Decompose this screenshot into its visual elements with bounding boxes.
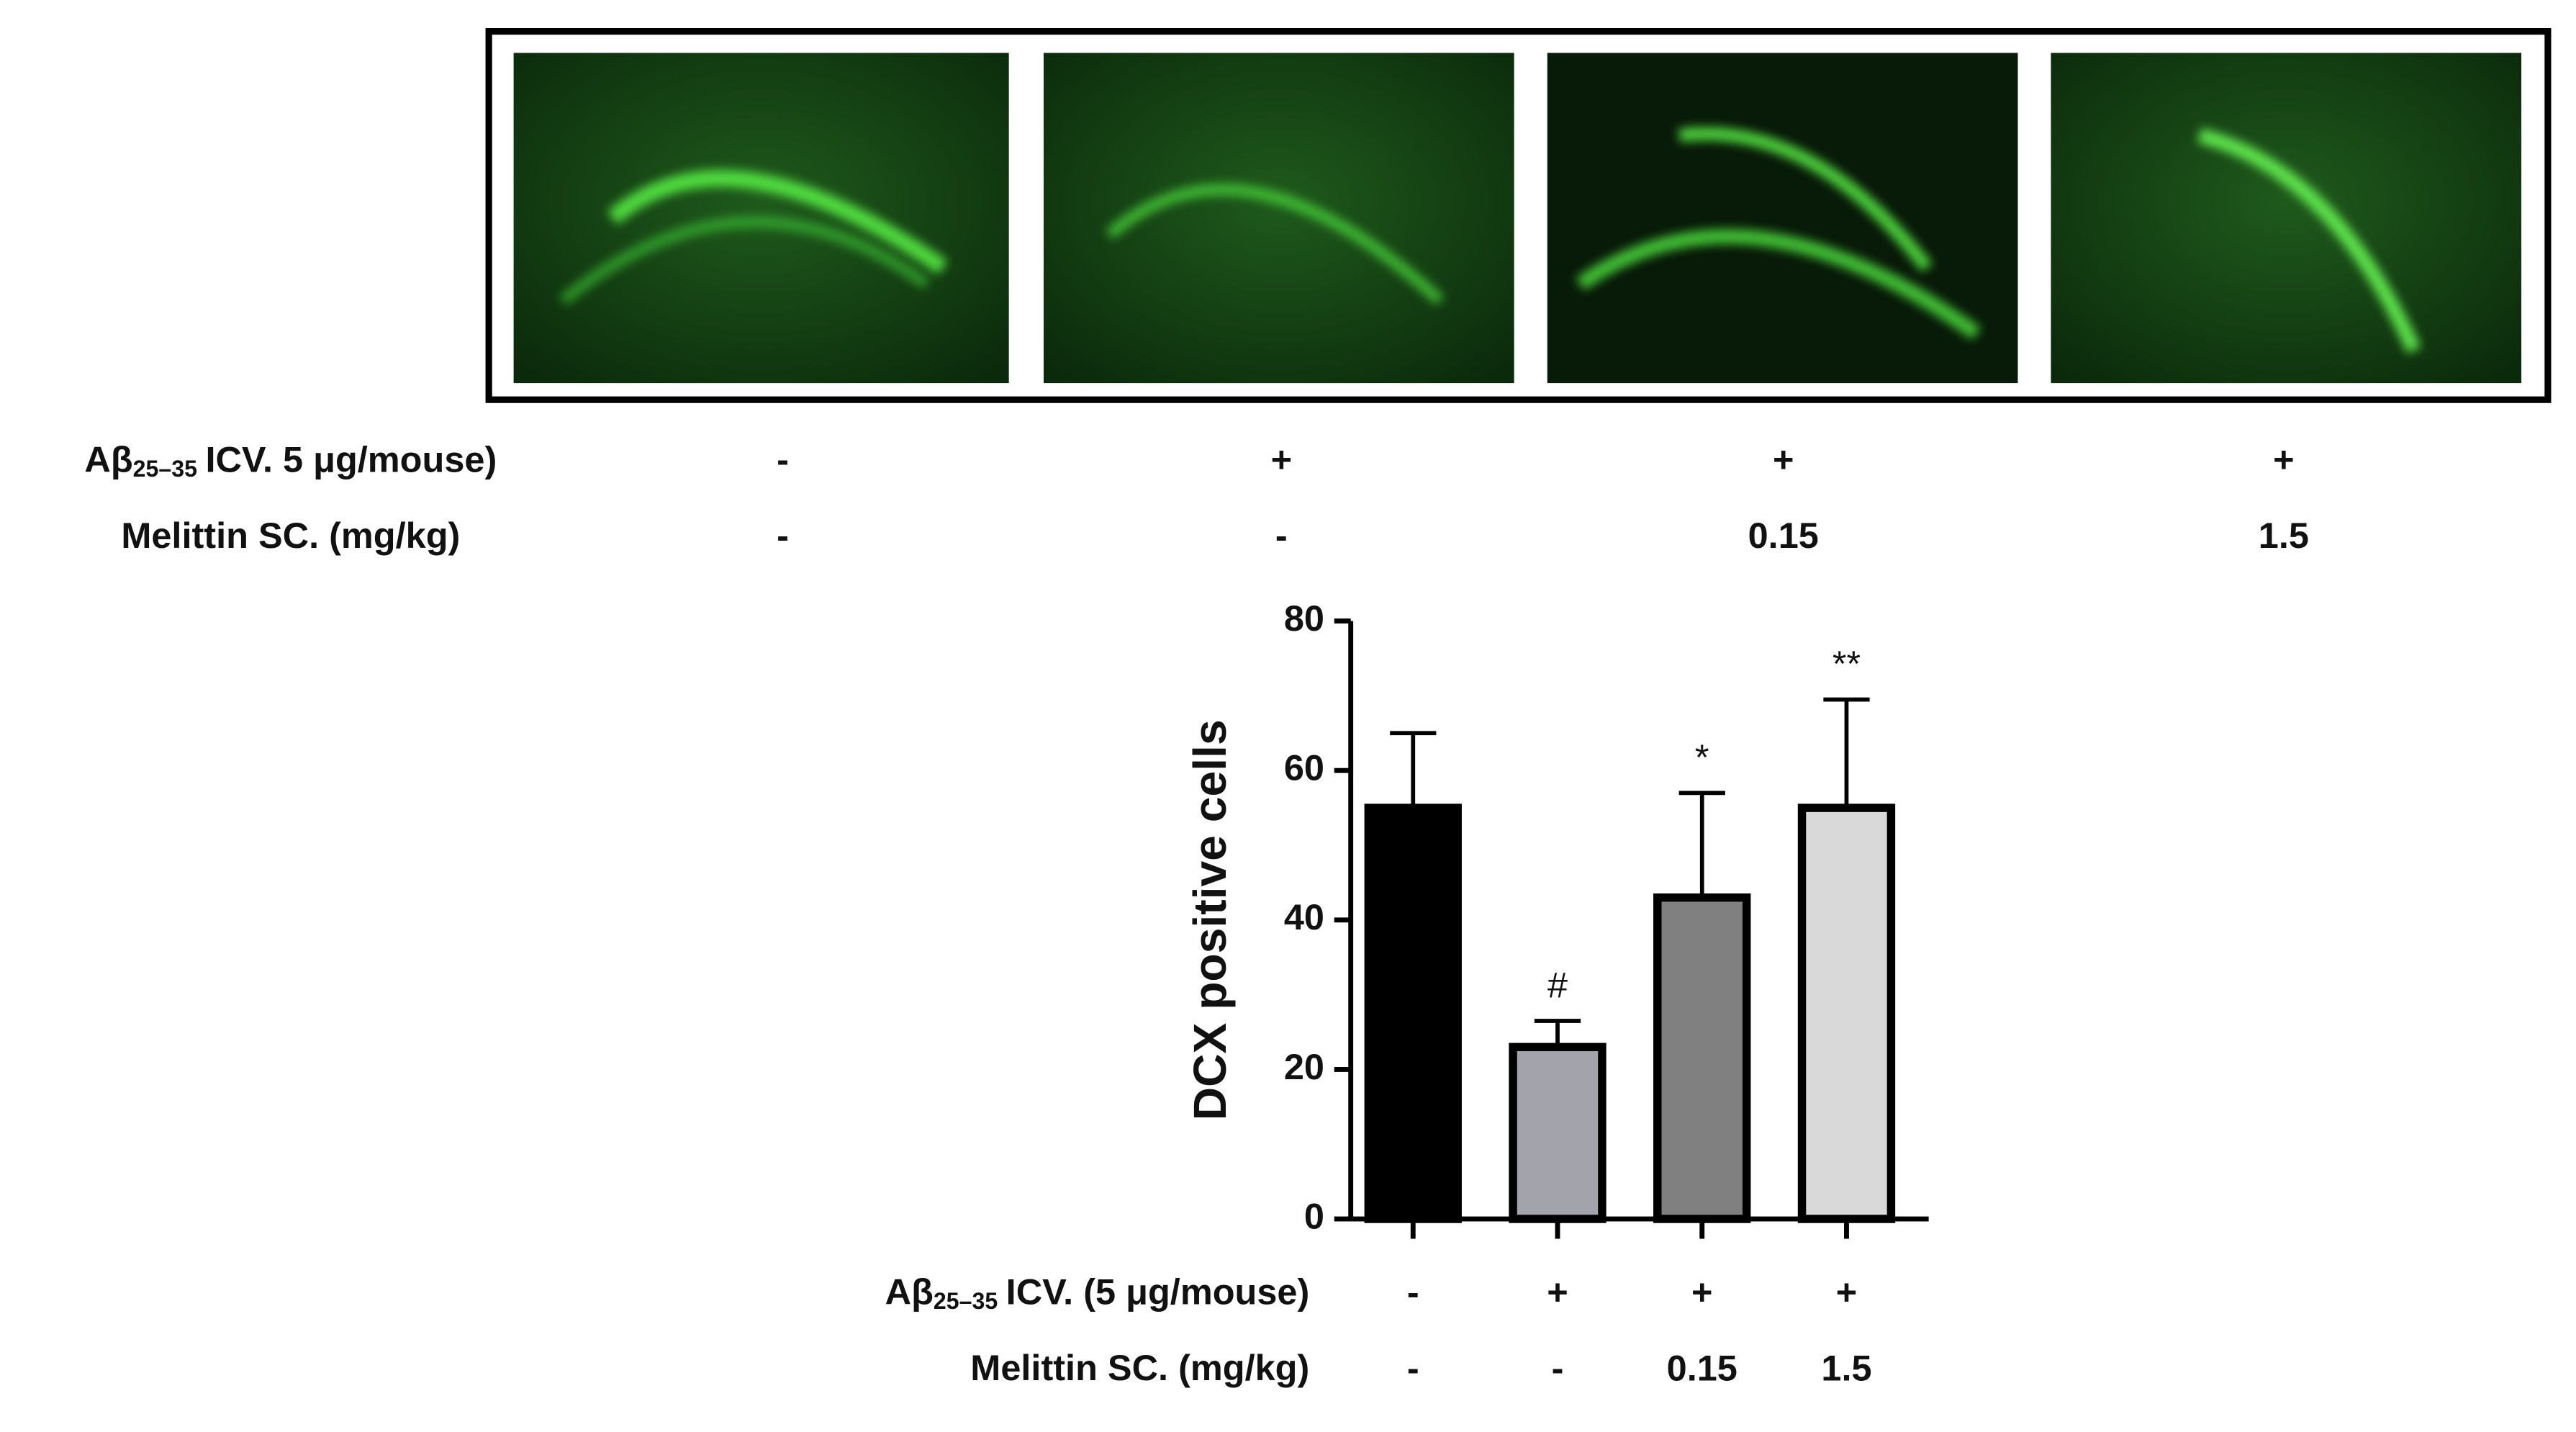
treatment-value: +: [1773, 439, 1794, 480]
significance-label: *: [1695, 737, 1709, 778]
significance-label: **: [1832, 643, 1861, 684]
treatment-value: 0.15: [1748, 515, 1819, 556]
micrograph-frame: [485, 28, 2552, 403]
bar: [1653, 893, 1751, 1223]
micrograph: [1043, 53, 1514, 384]
label-text: Aβ: [885, 1271, 934, 1312]
label-text: Melittin SC. (mg/kg): [970, 1347, 1309, 1388]
row-label: Melittin SC. (mg/kg): [970, 1347, 1309, 1388]
treatment-value: 0.15: [1667, 1347, 1737, 1388]
treatment-value: -: [1407, 1271, 1419, 1312]
row-label: Aβ25–35 ICV. 5 μg/mouse): [84, 439, 497, 482]
treatment-value: +: [2273, 439, 2294, 480]
treatment-value: 1.5: [1821, 1347, 1871, 1388]
row-label: Melittin SC. (mg/kg): [121, 515, 460, 556]
bar: [1509, 1043, 1606, 1223]
treatment-value: -: [1552, 1347, 1564, 1388]
label-text: ICV. 5 μg/mouse): [205, 439, 497, 480]
significance-label: #: [1547, 964, 1568, 1005]
micrograph: [1547, 53, 2018, 384]
treatment-value: -: [777, 515, 789, 556]
treatment-value: +: [1547, 1271, 1568, 1312]
treatment-value: 1.5: [2259, 515, 2309, 556]
micrographs: [513, 53, 2522, 384]
bar: [1364, 803, 1462, 1223]
label-text: ICV. (5 μg/mouse): [1006, 1271, 1310, 1312]
bar: [1797, 803, 1896, 1223]
treatment-value: -: [1407, 1347, 1419, 1388]
treatment-value: +: [1836, 1271, 1857, 1312]
treatment-value: -: [1275, 515, 1288, 556]
y-tick-label: 20: [1284, 1046, 1324, 1087]
y-axis-label: DCX positive cells: [1184, 719, 1236, 1120]
micrograph: [2051, 53, 2522, 384]
micrograph: [513, 53, 1009, 384]
row-label: Aβ25–35 ICV. (5 μg/mouse): [885, 1271, 1310, 1315]
label-subscript: 25–35: [133, 456, 197, 482]
treatment-value: -: [777, 439, 789, 480]
y-tick-label: 80: [1284, 598, 1324, 639]
y-tick-label: 40: [1284, 896, 1324, 937]
treatment-value: +: [1271, 439, 1292, 480]
label-text: Melittin SC. (mg/kg): [121, 515, 460, 556]
y-tick-label: 60: [1284, 747, 1324, 788]
label-text: Aβ: [84, 439, 132, 480]
y-tick-label: 0: [1304, 1195, 1324, 1236]
label-subscript: 25–35: [934, 1289, 998, 1315]
treatment-value: +: [1691, 1271, 1712, 1312]
